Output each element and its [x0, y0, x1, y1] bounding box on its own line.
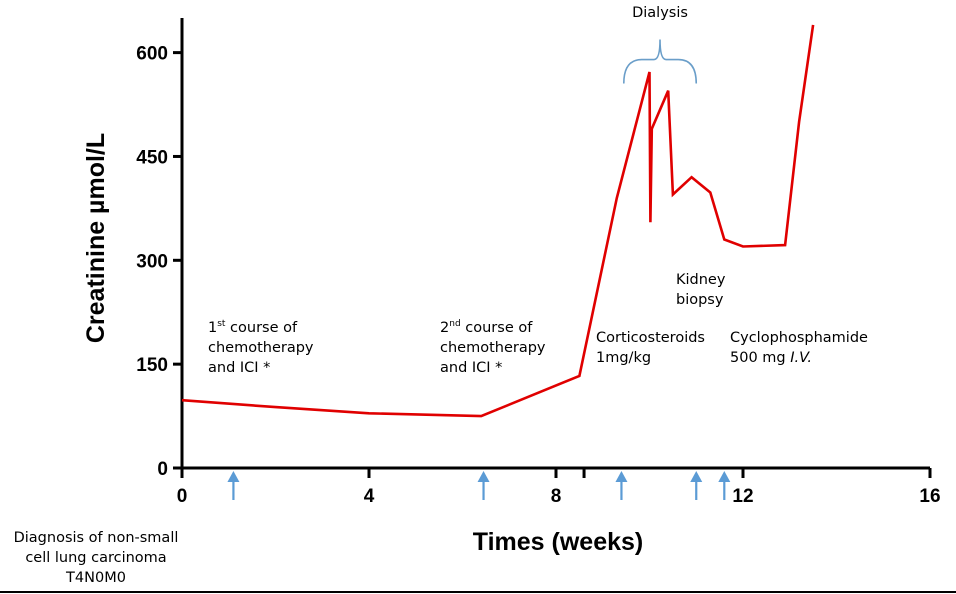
event-arrow: [227, 471, 240, 500]
annotation-first-course-line1-rest: course of: [225, 320, 298, 336]
y-tick-label: 300: [136, 251, 168, 272]
axes: [180, 18, 930, 470]
annotation-diagnosis-line1: Diagnosis of non-small: [14, 530, 179, 546]
y-axis-title: Creatinine µmol/L: [82, 133, 110, 343]
annotation-corticosteroids-line1: Corticosteroids: [596, 330, 705, 346]
annotation-cyclophosphamide-line2: 500 mg I.V.: [730, 350, 812, 366]
event-arrow: [690, 471, 703, 500]
annotation-first-course-line2: chemotherapy: [208, 340, 314, 356]
event-arrow: [615, 471, 628, 500]
x-tick-label: 16: [919, 486, 940, 507]
dialysis-label: Dialysis: [632, 5, 688, 21]
annotation-first-course-line1: 1st course of: [208, 319, 298, 336]
annotations: 1st course of chemotherapy and ICI * 2nd…: [14, 272, 868, 586]
annotation-second-course-line1: 2nd course of: [440, 319, 533, 336]
annotation-second-course-superscript: nd: [449, 319, 460, 329]
annotation-second-course-line1-rest: course of: [461, 320, 534, 336]
series: [181, 24, 815, 418]
annotation-cyclophosphamide-route: I.V.: [790, 350, 812, 366]
ticks: 0 150 300 450 600 0 4 8 12 16: [136, 44, 940, 507]
event-arrows: [227, 471, 731, 500]
annotation-second-course-line2: chemotherapy: [440, 340, 546, 356]
annotation-first-course-line3: and ICI *: [208, 360, 270, 376]
y-tick-label: 600: [136, 44, 168, 65]
annotation-corticosteroids-line2: 1mg/kg: [596, 350, 651, 366]
x-tick-label: 4: [364, 486, 375, 507]
annotation-diagnosis-line2: cell lung carcinoma: [25, 550, 166, 566]
annotation-second-course-line3: and ICI *: [440, 360, 502, 376]
y-tick-label: 0: [157, 459, 168, 480]
y-tick-label: 150: [136, 355, 168, 376]
annotation-first-course-superscript: st: [217, 319, 226, 329]
creatinine-series-line: [181, 24, 815, 418]
event-arrow: [477, 471, 490, 500]
x-tick-label: 0: [177, 486, 188, 507]
dialysis-bracket: Dialysis: [622, 5, 698, 84]
event-arrow: [718, 471, 731, 500]
annotation-kidney-biopsy-line2: biopsy: [676, 292, 724, 308]
x-axis-title: Times (weeks): [473, 528, 643, 556]
x-tick-label: 12: [732, 486, 753, 507]
annotation-cyclophosphamide-line1: Cyclophosphamide: [730, 330, 868, 346]
annotation-diagnosis-line3: T4N0M0: [65, 570, 126, 586]
x-tick-label: 8: [551, 486, 562, 507]
annotation-kidney-biopsy-line1: Kidney: [676, 272, 726, 288]
y-tick-label: 450: [136, 147, 168, 168]
dialysis-bracket-shape: [622, 39, 698, 84]
